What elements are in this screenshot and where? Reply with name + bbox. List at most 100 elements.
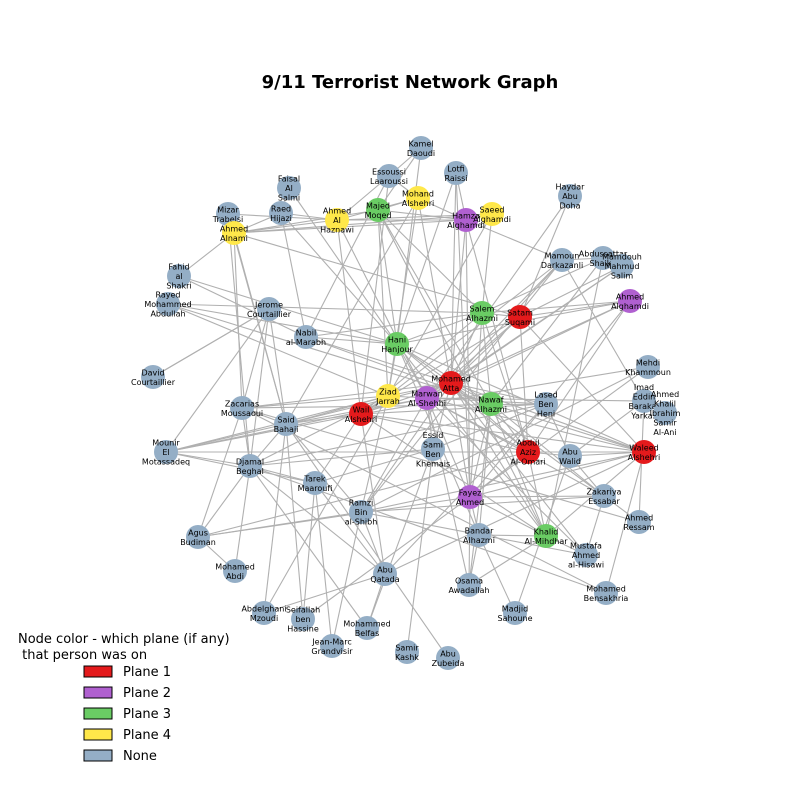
node-mohamed_bensakhria: Mohamed Bensakhria <box>584 581 629 605</box>
edge-said-ramzi <box>285 423 362 513</box>
node-satam: Satam Suqami <box>505 305 535 329</box>
edge-waleed-abu_qatada <box>384 451 645 575</box>
edge-wail-waleed <box>360 413 645 453</box>
node-label: Bandar Alhazmi <box>463 526 495 545</box>
legend-item-plane-3: Plane 3 <box>83 707 171 722</box>
node-label: Mohamed Bensakhria <box>584 584 629 603</box>
node-djamal: Djamal Beghal <box>236 454 264 478</box>
node-circle <box>373 562 397 586</box>
node-zacarias: Zacarias Moussaoui <box>221 396 263 420</box>
edge-wail-mounir <box>165 413 362 453</box>
node-mohamed_abdi: Mohamed Abdi <box>215 559 255 583</box>
node-wail: Wail Alshehri <box>345 402 377 426</box>
legend-swatch <box>83 728 113 741</box>
node-label: Abu Zubeida <box>432 649 465 668</box>
node-circle <box>257 297 281 321</box>
node-seifallah: Seifallah ben Hassine <box>286 606 320 634</box>
node-madjid: Madjid Sahoune <box>497 601 533 625</box>
edge-ahmed_alghamdi-salem <box>481 300 631 314</box>
edge-abdussattar-nawaf <box>490 257 604 405</box>
node-circle <box>632 389 656 413</box>
edge-abdul_aziz-agus <box>197 451 529 538</box>
node-label: Abdussattar Shaikh <box>579 249 628 268</box>
node-circle <box>325 208 349 232</box>
node-label: Fahid al Shakri <box>166 263 191 291</box>
edge-mohamed_atta-lased <box>450 382 547 405</box>
edge-rayed-ziad <box>167 303 389 397</box>
edge-djamal-agus <box>197 465 251 538</box>
node-label: Raed Hijazi <box>270 204 292 223</box>
node-circle <box>230 396 254 420</box>
node-label: Mounir El Motassadeq <box>142 439 190 467</box>
node-circle <box>618 289 642 313</box>
node-mohammed_belfas: Mohammed Belfas <box>343 616 391 640</box>
edge-abdul_aziz-khalid <box>527 451 547 537</box>
edge-ahmed_haznawi-wail <box>336 219 362 415</box>
edge-nawaf-bandar <box>478 403 492 536</box>
edge-saeed-ahmed_alnami <box>233 213 493 234</box>
node-label: Ahmed Al Haznawi <box>320 207 354 235</box>
node-label: Agus Budiman <box>180 528 216 547</box>
node-circle <box>439 371 463 395</box>
node-label: Wail Alshehri <box>345 405 377 424</box>
edge-saeed-salem <box>481 213 493 314</box>
node-label: Essoussi Laaroussi <box>370 167 408 186</box>
node-circle <box>467 523 491 547</box>
edge-tarek-jean_marc <box>314 482 333 647</box>
legend-label: None <box>123 749 157 764</box>
node-circle <box>154 440 178 464</box>
edge-nawaf-khalid <box>490 403 547 537</box>
node-nabil: Nabil al-Marabh <box>286 325 326 349</box>
node-samir_kishk: Samir Kashk <box>395 640 419 664</box>
node-fahid: Fahid al Shakri <box>166 263 191 291</box>
node-circle <box>508 305 532 329</box>
node-circle <box>277 176 301 200</box>
edge-salem-mohamed_atta <box>450 312 483 384</box>
node-said: Said Bahaji <box>274 412 298 436</box>
edge-essid-mohammed_belfas <box>366 448 434 629</box>
node-label: Osama Awadallah <box>449 576 490 595</box>
node-abdussattar: Abdussattar Shaikh <box>579 246 628 270</box>
node-nawaf: Nawaf Alhazmi <box>475 392 507 416</box>
node-bandar: Bandar Alhazmi <box>463 523 495 547</box>
node-mustafa: Mustafa Ahmed al-Hisawi <box>568 542 604 570</box>
edge-wail-abdul_aziz <box>360 413 529 453</box>
node-circle <box>592 484 616 508</box>
edge-fayez-zakariya <box>469 495 605 498</box>
edge-abdul_aziz-fayez <box>469 451 529 498</box>
node-osama: Osama Awadallah <box>449 573 490 597</box>
edge-marwan-osama <box>426 397 470 586</box>
edge-mohamed_atta-waleed <box>450 382 645 453</box>
edge-hamza-mohamed_atta <box>450 219 467 384</box>
edge-fahid-hani <box>178 275 398 345</box>
edge-ramzi-agus <box>197 511 362 538</box>
edge-mohamed_atta-zacarias <box>241 382 452 409</box>
node-label: Marwan Al-Shehhi <box>408 389 446 408</box>
node-circle <box>574 543 598 567</box>
legend-label: Plane 3 <box>123 707 171 722</box>
edge-said-mounir <box>165 423 287 453</box>
edge-majed-hamza <box>377 209 467 221</box>
edge-raed-hani <box>280 212 398 345</box>
node-circle <box>291 607 315 631</box>
edge-rayed-hani <box>167 303 398 345</box>
node-mounir: Mounir El Motassadeq <box>142 439 190 467</box>
edge-hamza-fayez <box>465 219 471 498</box>
node-label: Saeed Alghamdi <box>473 205 511 224</box>
node-circle <box>406 186 430 210</box>
edge-marwan-ramzi <box>360 397 428 513</box>
node-zakariya: Zakariya Essabar <box>587 484 622 508</box>
edge-lased-essid <box>432 403 547 450</box>
node-lased: Lased Ben Heni <box>534 391 558 419</box>
edge-zacarias-agus <box>197 407 243 538</box>
edge-ramzi-jean_marc <box>331 511 362 647</box>
node-label: Ahmed Alghamdi <box>611 292 649 311</box>
edge-hamza-mamoun <box>465 219 563 261</box>
node-circle <box>558 444 582 468</box>
node-circle <box>636 355 660 379</box>
edge-ziad-zacarias <box>241 395 389 409</box>
node-abdul_aziz: Abdul Aziz Al-Omari <box>510 439 545 467</box>
node-label: Hani Hanjour <box>381 335 413 354</box>
edge-nabil-hani <box>305 336 398 345</box>
